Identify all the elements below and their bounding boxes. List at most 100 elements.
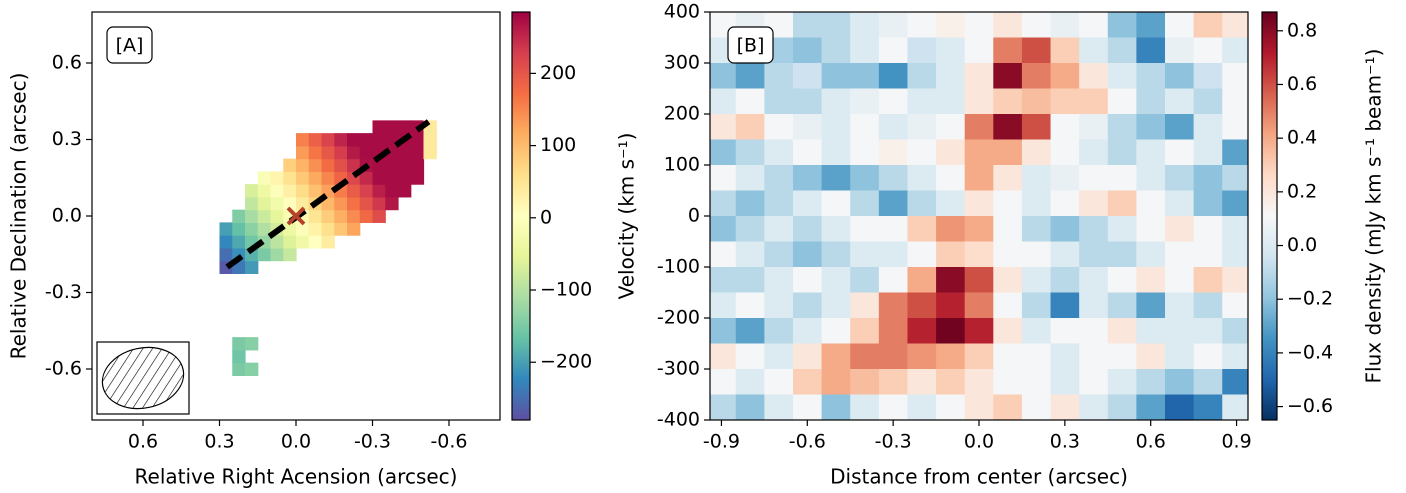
- heatmap-cell: [764, 114, 794, 141]
- x-tick-label: 0.6: [1136, 431, 1166, 453]
- heatmap-cell: [907, 88, 937, 115]
- heatmap-cell: [964, 318, 994, 345]
- y-tick-label: -400: [657, 409, 700, 431]
- heatmap-cell: [850, 12, 880, 39]
- heatmap-cell: [1079, 37, 1109, 64]
- heatmap-cell: [1050, 139, 1080, 166]
- heatmap-cell: [1165, 88, 1195, 115]
- heatmap-cell: [964, 190, 994, 217]
- heatmap-cell: [993, 343, 1023, 370]
- heatmap-cell: [308, 184, 323, 198]
- heatmap-cell: [907, 343, 937, 370]
- heatmap-cell: [321, 222, 335, 236]
- heatmap-cell: [907, 165, 937, 192]
- heatmap-cell: [232, 235, 246, 249]
- heatmap-cell: [1050, 114, 1080, 141]
- heatmap-cell: [1165, 37, 1195, 64]
- heatmap-cell: [993, 369, 1023, 396]
- heatmap-cell: [850, 292, 880, 319]
- heatmap-cell: [1136, 216, 1166, 243]
- heatmap-cell: [1079, 343, 1109, 370]
- heatmap-cell: [1222, 165, 1248, 192]
- heatmap-cell: [1021, 394, 1052, 420]
- heatmap-cell: [283, 184, 297, 198]
- heatmap-cell: [334, 209, 348, 223]
- heatmap-cell: [710, 241, 737, 268]
- heatmap-cell: [1079, 369, 1109, 396]
- heatmap-cell: [1165, 343, 1195, 370]
- heatmap-cell: [1079, 165, 1109, 192]
- heatmap-cell: [936, 267, 966, 294]
- heatmap-cell: [347, 145, 361, 160]
- heatmap-cell: [296, 235, 310, 249]
- heatmap-cell: [1222, 267, 1248, 294]
- heatmap-cell: [1136, 63, 1166, 90]
- heatmap-cell: [735, 267, 765, 294]
- heatmap-cell: [878, 12, 909, 39]
- x-tick-label: -0.6: [430, 431, 467, 453]
- heatmap-cell: [792, 165, 823, 192]
- center-marker: [286, 206, 306, 226]
- heatmap-cell: [321, 209, 335, 223]
- heatmap-cell: [257, 209, 272, 223]
- heatmap-cell: [283, 247, 297, 262]
- heatmap-cell: [792, 37, 823, 64]
- heatmap-cell: [334, 222, 348, 236]
- heatmap-cell: [710, 88, 737, 115]
- heatmap-cell: [1165, 63, 1195, 90]
- heatmap-cell: [245, 362, 259, 376]
- heatmap-cell: [1193, 369, 1223, 396]
- heatmap-cell: [296, 158, 310, 172]
- heatmap-cell: [359, 196, 374, 211]
- heatmap-cell: [878, 241, 909, 268]
- heatmap-cell: [936, 394, 966, 420]
- x-axis-label: Relative Right Acension (arcsec): [135, 465, 458, 489]
- heatmap-cell: [1107, 343, 1137, 370]
- heatmap-cell: [232, 209, 246, 223]
- heatmap-cell: [735, 63, 765, 90]
- heatmap-cell: [792, 114, 823, 141]
- heatmap-cell: [1165, 165, 1195, 192]
- heatmap-cell: [372, 196, 386, 211]
- heatmap-cell: [308, 158, 323, 172]
- heatmap-cell: [964, 343, 994, 370]
- heatmap-cell: [219, 222, 233, 236]
- heatmap-cell: [1021, 165, 1052, 192]
- heatmap-cell: [1050, 343, 1080, 370]
- heatmap-cell: [764, 139, 794, 166]
- heatmap-cell: [1021, 139, 1052, 166]
- heatmap-cell: [1050, 369, 1080, 396]
- heatmap-cell: [270, 171, 284, 185]
- heatmap-cell: [993, 216, 1023, 243]
- heatmap-cell: [710, 165, 737, 192]
- heatmap-cell: [1021, 267, 1052, 294]
- heatmap-cell: [764, 241, 794, 268]
- heatmap-cell: [792, 267, 823, 294]
- colorbar-tick-label: 0.8: [1287, 19, 1317, 41]
- heatmap-cell: [792, 343, 823, 370]
- heatmap-cell: [964, 394, 994, 420]
- heatmap-cell: [398, 158, 412, 172]
- heatmap-cell: [1079, 318, 1109, 345]
- heatmap-cell: [710, 369, 737, 396]
- heatmap-cell: [1193, 292, 1223, 319]
- heatmap-cell: [321, 235, 335, 249]
- heatmap-cell: [1079, 292, 1109, 319]
- heatmap-cell: [372, 209, 386, 223]
- heatmap-cell: [385, 184, 399, 198]
- heatmap-cell: [821, 267, 851, 294]
- heatmap-cell: [764, 318, 794, 345]
- heatmap-cell: [850, 318, 880, 345]
- beam-ellipse: [101, 346, 185, 410]
- heatmap-cell: [1222, 88, 1248, 115]
- panel-label: [B]: [737, 35, 765, 57]
- heatmap-cell: [936, 241, 966, 268]
- heatmap-cell: [735, 292, 765, 319]
- heatmap-cell: [372, 133, 386, 147]
- heatmap-cell: [850, 63, 880, 90]
- heatmap-cell: [993, 267, 1023, 294]
- heatmap-cell: [1079, 114, 1109, 141]
- heatmap-cell: [347, 196, 361, 211]
- heatmap-cell: [764, 88, 794, 115]
